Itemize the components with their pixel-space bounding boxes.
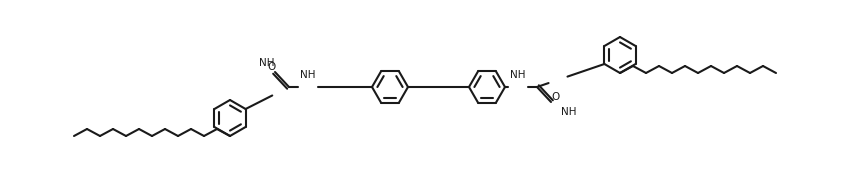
- Text: O: O: [267, 62, 275, 72]
- Text: NH: NH: [300, 70, 316, 80]
- Text: NH: NH: [511, 70, 525, 80]
- Text: O: O: [551, 92, 559, 102]
- Text: NH: NH: [259, 58, 275, 68]
- Text: NH: NH: [561, 107, 577, 117]
